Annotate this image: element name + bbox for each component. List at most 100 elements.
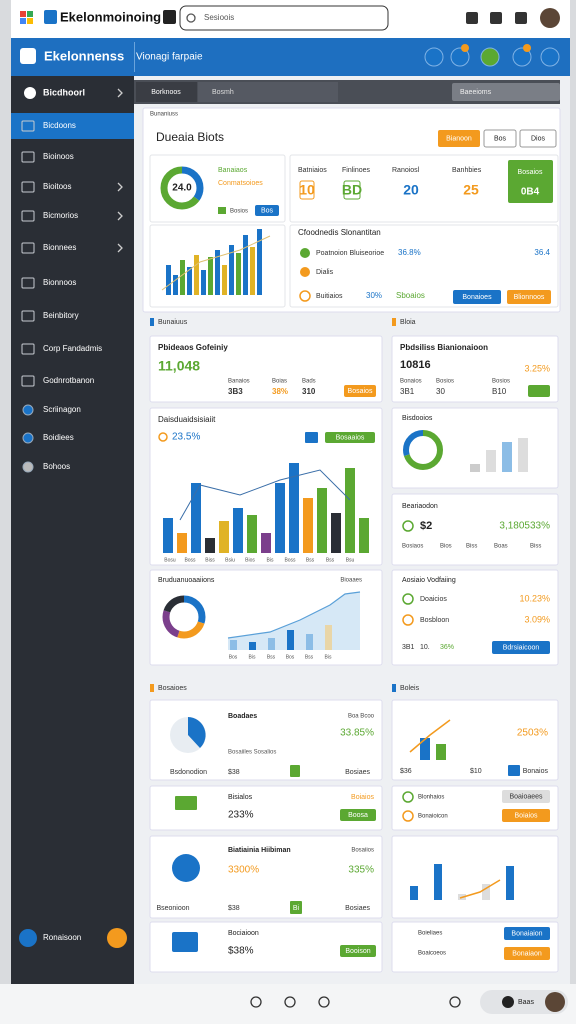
toolbar-icon[interactable] [515,12,527,24]
section-marker [150,318,154,326]
app-name: Ekelonmoinoing [60,9,161,24]
sidebar-item[interactable]: Bicdhoorl [43,87,85,97]
button[interactable] [502,809,550,822]
button[interactable] [504,947,550,960]
sidebar-item[interactable]: Scriinagon [43,405,81,414]
button[interactable] [438,130,480,147]
button-label[interactable]: Bonaiaion [511,930,542,937]
chart-bar [208,257,213,295]
sidebar-item[interactable]: Bohoos [43,462,70,471]
button[interactable] [340,945,376,957]
button[interactable] [325,432,375,443]
list-label: Poatnoion Bluiseorioe [316,250,384,257]
button[interactable] [340,809,376,821]
button[interactable] [453,290,501,304]
donut-segment [162,595,206,639]
button-label[interactable]: Booison [345,948,370,955]
sidebar-item[interactable]: Corp Fandadmis [43,344,102,353]
bottom-bar [0,984,576,1024]
toolbar-icon[interactable] [466,12,478,24]
button-label[interactable]: Bos [494,135,507,142]
button-label[interactable]: Blionnoos [514,294,545,301]
button-label[interactable]: Boaioaees [509,793,543,800]
stat-label: Bosios [492,379,510,385]
footer-label: Bi [293,905,300,912]
button[interactable] [504,927,550,940]
tab-label[interactable]: Bosmh [212,89,234,96]
chart-bar [325,625,332,650]
sidebar-item[interactable]: Godnrotbanon [43,376,94,385]
axis-label: Bsu [346,557,355,563]
chart-bar [257,229,262,295]
tab[interactable] [198,82,338,102]
list-title: Cfoodnedis Slonantitan [298,228,381,237]
row-label: Bonaioicon [418,814,448,820]
axis-label: Boss [284,557,296,563]
select-label[interactable]: Baeeioms [460,89,492,96]
button-label[interactable]: Bosaaios [336,434,365,441]
button[interactable] [344,385,376,397]
section-marker [392,684,396,692]
button[interactable] [492,641,550,654]
sidebar-item[interactable]: Bioitoos [43,182,71,191]
chart-bar [502,442,512,472]
search-box[interactable] [179,5,389,31]
button-label[interactable]: Bonaiaon [512,950,542,957]
chart-bar [287,630,294,650]
toolbar-icon[interactable] [490,12,502,24]
list-icon [300,248,310,258]
select[interactable] [452,83,560,101]
card [149,699,383,781]
axis-label: Bss [306,557,315,563]
button[interactable] [520,130,556,147]
button-label[interactable]: Boosa [348,812,368,819]
sidebar-item[interactable]: Bicmorios [43,211,78,220]
chart-bar [180,260,185,295]
card-title: Biatiainia Hiibiman [228,847,291,854]
row-value: 10.23% [519,593,550,603]
sidebar-icon [21,277,35,289]
back-button[interactable] [163,10,176,24]
kpi-highlight [508,160,553,203]
sidebar-item[interactable]: Bicdoons [43,121,76,130]
button[interactable] [502,790,550,803]
kpi-value: 0B4 [521,187,540,198]
button-label[interactable]: Bianoon [446,135,472,142]
card [391,835,559,919]
sidebar-item[interactable]: Beinbitory [43,311,79,320]
icon [402,810,414,822]
user-pill[interactable] [480,990,568,1014]
chart-bar [518,438,528,472]
sidebar-item[interactable]: Bionnoos [43,278,76,287]
area-line [227,591,361,639]
button-label[interactable]: Bosaios [348,388,373,395]
button-label[interactable]: Bdrsiaicoon [503,644,540,651]
button[interactable] [507,290,551,304]
sidebar-icon [21,343,35,355]
sidebar-item[interactable]: Bionnees [43,243,76,252]
button-label[interactable]: Bonaioes [462,294,492,301]
button-label[interactable]: Dios [531,135,546,142]
tab-label[interactable]: Borknoos [151,89,181,96]
stat-value: 3B3 [228,387,243,396]
button[interactable] [305,432,318,443]
chevron [117,243,123,253]
button-label[interactable]: Bos [261,207,274,214]
header-logo [20,48,36,64]
kpi-value: 10 [299,182,315,198]
button[interactable] [484,130,516,147]
kpi-value: 20 [403,182,419,198]
button-label[interactable]: Boiaios [515,812,538,819]
tab[interactable] [136,82,197,102]
button[interactable] [255,205,279,216]
chart-bar [275,483,285,553]
sidebar-item[interactable]: Bioinoos [43,152,74,161]
trend-line [459,879,501,899]
card [149,921,383,973]
card-value: 3300% [228,865,259,876]
sidebar-item[interactable]: Boidiees [43,433,74,442]
chart-bar [249,642,256,650]
collapse-button [107,928,127,948]
card-title: Boadaes [228,713,257,720]
chart-bar [486,450,496,472]
